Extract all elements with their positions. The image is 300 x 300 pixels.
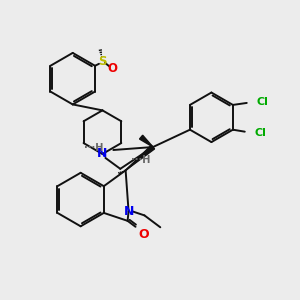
Text: Cl: Cl <box>255 128 266 138</box>
Polygon shape <box>140 135 153 147</box>
Text: Cl: Cl <box>257 97 268 107</box>
Text: N: N <box>123 205 134 218</box>
Text: N: N <box>97 148 108 160</box>
Polygon shape <box>126 145 154 170</box>
Text: ···H: ···H <box>130 155 150 165</box>
Text: ···H: ···H <box>84 143 104 153</box>
Text: O: O <box>108 62 118 75</box>
Text: S: S <box>98 55 106 68</box>
Text: O: O <box>138 228 149 241</box>
